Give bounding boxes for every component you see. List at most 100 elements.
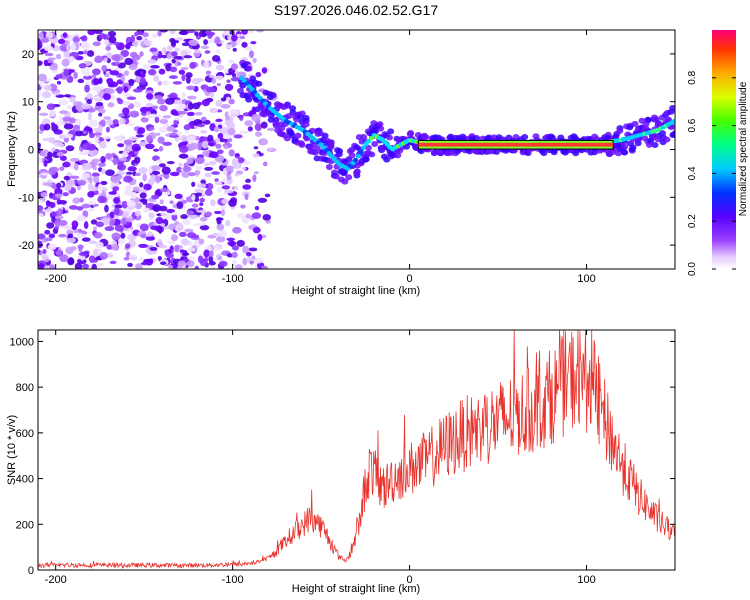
spectrogram-noise-cell [157,30,162,37]
spectrogram-noise-cell [188,39,199,47]
spectrogram-noise-cell [214,75,225,80]
spectrogram-noise-cell [67,69,75,73]
spectrogram-noise-cell [112,186,120,192]
spectrogram-noise-cell [47,243,57,251]
spectrogram-noise-cell [92,166,97,171]
spectrogram-noise-cell [87,30,96,36]
spectrogram-noise-cell [211,54,221,62]
spectrogram-halo-cell [269,92,277,99]
spectrogram-noise-cell [97,196,107,204]
spectrogram-noise-cell [199,216,208,222]
spectrogram-noise-cell [194,31,199,36]
spectrogram-noise-cell [88,255,96,264]
spectrogram-noise-cell [230,39,238,47]
spectrogram-noise-cell [222,30,230,36]
spectrogram-noise-cell [86,107,96,113]
spectrogram-noise-cell [208,261,216,266]
spectrogram-noise-cell [160,105,168,112]
spectrogram-noise-cell [112,119,119,125]
spectrogram-noise-cell [205,211,213,217]
spectrogram-noise-cell [199,202,204,206]
spectrogram-noise-cell [83,49,88,55]
spectrogram-noise-cell [148,212,155,219]
spectrogram-noise-cell [112,158,118,166]
spectrogram-noise-cell [38,157,43,164]
spectrogram-halo-cell [540,150,548,157]
spectrogram-halo-cell [327,143,335,150]
spectrogram-noise-cell [100,156,106,164]
spectrogram-noise-cell [208,74,216,78]
spectrogram-noise-cell [135,134,145,138]
spectrogram-noise-cell [173,119,180,125]
spectrogram-noise-cell [54,215,64,220]
spectrogram-noise-cell [183,220,190,225]
spectrogram-noise-cell [125,243,131,249]
spectrogram-noise-cell [121,152,129,158]
spectrogram-halo-cell [371,141,379,148]
spectrogram-noise-cell [157,80,163,86]
spectrogram-noise-cell [82,142,92,151]
spectrogram-noise-cell [248,30,254,34]
spectrogram-noise-cell [54,226,59,230]
spectrogram-noise-cell [75,130,84,137]
spectrogram-noise-cell [239,130,249,134]
spectrogram-noise-cell [130,191,138,200]
spectrogram-noise-cell [203,39,209,46]
spectrogram-noise-cell [48,264,56,269]
spectrogram-noise-cell [91,172,100,178]
spectrogram-noise-cell [181,200,188,204]
spectrogram-noise-cell [79,252,88,257]
spectrogram-noise-cell [245,213,251,219]
spectrogram-noise-cell [38,40,43,49]
spectrogram-halo-cell [255,80,263,87]
spectrogram-noise-cell [157,256,162,261]
spectrogram-noise-cell [179,30,189,36]
spectrogram-noise-cell [40,37,50,43]
spectrogram-noise-cell [186,157,194,164]
spectrogram-noise-cell [181,91,186,100]
spectrogram-noise-cell [98,77,103,84]
spectrogram-noise-cell [153,148,160,152]
spectrogram-noise-cell [103,93,111,101]
spectrogram-noise-cell [236,239,245,247]
spectrogram-noise-cell [198,222,206,226]
spectrogram-noise-cell [208,255,214,263]
spectrogram-noise-cell [109,211,115,219]
snr-xlabel: Height of straight line (km) [292,583,420,595]
spectrogram-noise-cell [44,237,53,242]
spectrogram-noise-cell [142,32,149,38]
spectrogram-noise-cell [235,153,240,157]
spectrogram-noise-cell [194,165,202,170]
spectrogram-noise-cell [252,226,261,234]
spectrogram-noise-cell [171,213,178,221]
spectrogram-noise-cell [214,178,219,182]
spectrogram-noise-cell [186,260,195,268]
spectrogram-noise-cell [208,250,214,257]
snr-ytick-label: 200 [16,519,34,531]
spectrogram-noise-cell [219,138,226,143]
spectrogram-noise-cell [224,44,233,49]
spectrogram-noise-cell [178,145,189,153]
spectrogram-noise-cell [186,85,196,91]
spectrogram-noise-cell [68,56,75,62]
spectrogram-noise-cell [201,150,211,157]
spectrogram-noise-cell [169,171,180,177]
spectrogram-noise-cell [135,263,143,269]
spectrogram-noise-cell [162,141,173,146]
spectrogram-xtick-label: 100 [577,273,595,285]
spectrogram-noise-cell [43,123,51,131]
spectrogram-noise-cell [66,44,71,52]
spectrogram-noise-cell [210,199,216,207]
spectrogram-noise-cell [237,157,245,164]
spectrogram-noise-cell [68,205,78,210]
spectrogram-noise-cell [166,208,175,214]
snr-frame [37,329,676,571]
spectrogram-noise-cell [179,249,185,253]
spectrogram-noise-cell [177,260,186,267]
spectrogram-noise-cell [254,123,262,131]
spectrogram-noise-cell [191,181,196,187]
spectrogram-noise-cell [208,160,217,166]
spectrogram-noise-cell [114,224,125,232]
spectrogram-noise-cell [126,96,137,101]
spectrogram-halo-cell [321,132,329,139]
